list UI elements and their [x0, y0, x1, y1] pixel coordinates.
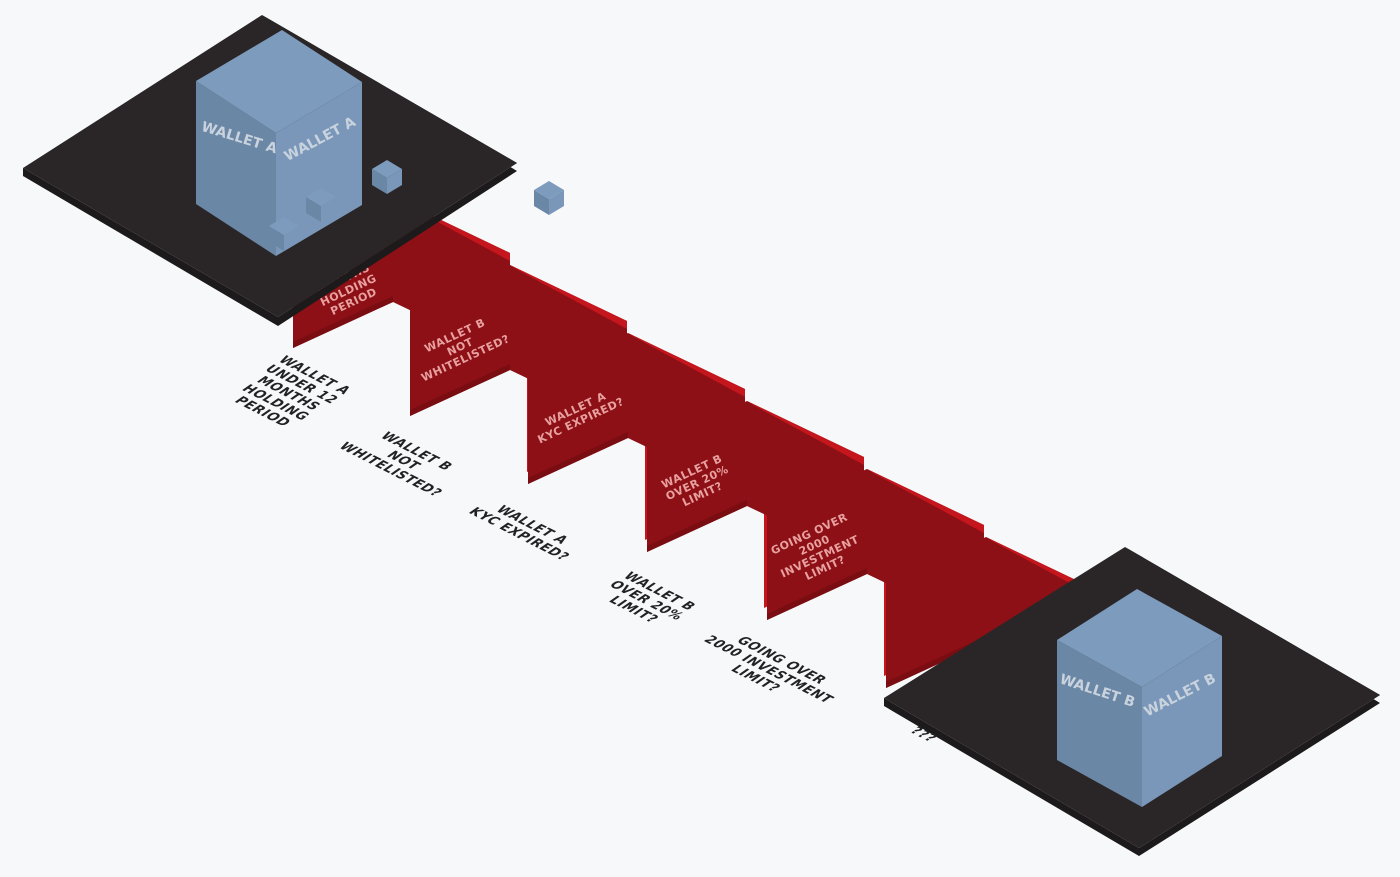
gate-top-edge	[867, 469, 984, 533]
token-cube-left-face	[306, 197, 321, 222]
gate-caption: WALLET AUNDER 12MONTHSHOLDINGPERIOD	[222, 354, 354, 434]
wallet-b-platform-group: WALLET B WALLET B	[884, 547, 1380, 856]
wallet-a-cube-left-face	[196, 81, 276, 256]
wallet-a-cube-top-face	[196, 30, 362, 133]
token-cube-left-face	[372, 169, 387, 194]
gate-caption: WALLET AKYC EXPIRED?	[464, 497, 585, 564]
wallet-b-cube-right-face	[1142, 636, 1222, 807]
gate-front-shadow	[293, 296, 393, 348]
token-cube	[269, 217, 299, 251]
token-cube	[306, 188, 336, 222]
wallet-a-platform-group: WALLET A WALLET A	[23, 15, 564, 326]
gate-front-shadow	[528, 432, 628, 484]
token-cube-top-face	[372, 160, 402, 178]
token-cube-right-face	[387, 169, 402, 194]
token-cube-left-face	[269, 226, 284, 251]
gate-caption: WALLET BNOTWHITELISTED?	[335, 422, 471, 499]
token-cube-right-face	[549, 190, 564, 215]
token-cube-left-face	[534, 190, 549, 215]
gate-top-edge	[747, 401, 864, 465]
wallet-b-cube: WALLET B WALLET B	[1057, 589, 1222, 807]
token-cube	[534, 181, 564, 215]
wallet-b-cube-left-face	[1057, 640, 1142, 807]
gate-front-shadow	[886, 636, 986, 688]
token-cube-right-face	[321, 197, 336, 222]
gate-caption: WALLET BOVER 20%LIMIT?	[592, 570, 700, 632]
token-cube-top-face	[269, 217, 299, 235]
gate-caption: GOING OVER2000 INVESTMENTLIMIT?	[687, 625, 850, 715]
gate-front-shadow	[410, 364, 510, 416]
token-cube-right-face	[284, 226, 299, 251]
token-cube-top-face	[306, 188, 336, 206]
token-cube-top-face	[534, 181, 564, 199]
gate-front-shadow	[767, 568, 867, 620]
wallet-b-cube-top-face	[1057, 589, 1222, 687]
gate-front-shadow	[647, 500, 747, 552]
wallet-a-cube: WALLET A WALLET A	[196, 30, 362, 256]
wallet-a-cube-right-face	[276, 82, 362, 256]
token-cube	[372, 160, 402, 194]
gate-top-edge	[628, 333, 745, 397]
gate-top-edge	[510, 265, 627, 329]
